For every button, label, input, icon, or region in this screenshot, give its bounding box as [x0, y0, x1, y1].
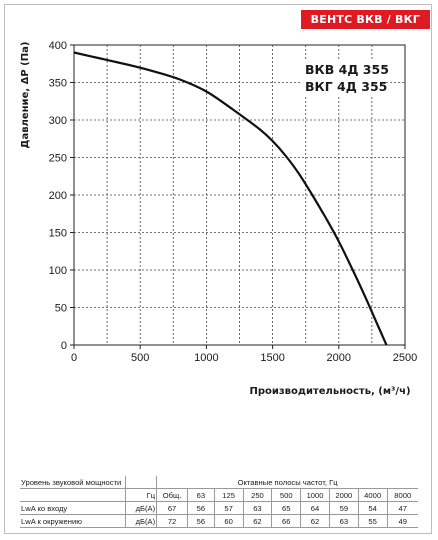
annotation-line-1: ВКВ 4Д 355 [305, 62, 389, 77]
freq-header-cell: 1000 [300, 488, 330, 502]
freq-header-cell: 63 [186, 488, 215, 502]
y-tick-label: 350 [49, 78, 67, 90]
value-cell: 54 [357, 501, 388, 515]
value-cell: 63 [242, 501, 273, 515]
freq-header-cell: 250 [242, 488, 273, 502]
brand-label: ВЕНТС ВКВ / ВКГ [300, 10, 430, 29]
table-freq-row: Гц Общ. 63 125 250 500 1000 2000 4000 80… [20, 488, 418, 502]
value-cell: 47 [386, 501, 418, 515]
value-cell: 66 [271, 514, 302, 528]
x-tick-label: 2500 [393, 352, 417, 364]
bands-title-cell: Октавные полосы частот, Гц [156, 476, 418, 489]
y-tick-label: 150 [49, 228, 67, 240]
annotation-background [302, 60, 382, 96]
sound-power-table: Уровень звуковой мощности Октавные полос… [20, 476, 418, 528]
row-label-inlet: LwA ко входу [20, 501, 127, 515]
value-cell: 72 [156, 514, 188, 528]
y-tick-label: 100 [49, 265, 67, 277]
row-label-surroundings: LwA к окружению [20, 514, 127, 528]
value-cell: 64 [300, 501, 330, 515]
x-tick-label: 1000 [194, 352, 218, 364]
value-cell: 59 [328, 501, 359, 515]
model-annotation: ВКВ 4Д 355 ВКГ 4Д 355 [302, 60, 389, 96]
value-cell: 62 [300, 514, 330, 528]
chart-series [73, 51, 388, 346]
x-axis-title: Производительность, (м³/ч) [249, 386, 410, 397]
chart-grid [70, 44, 406, 349]
y-tick-label: 400 [49, 40, 67, 52]
y-tick-label: 0 [61, 340, 67, 352]
value-cell: 55 [357, 514, 388, 528]
value-cell: 57 [213, 501, 244, 515]
freq-header-cell: 4000 [357, 488, 388, 502]
x-tick-label: 2000 [327, 352, 351, 364]
x-tick-label: 500 [131, 352, 149, 364]
y-axis-title: Давление, ΔР (Па) [20, 42, 31, 149]
value-cell: 65 [271, 501, 302, 515]
freq-header-cell: 125 [213, 488, 244, 502]
x-tick-label: 0 [71, 352, 77, 364]
annotation-line-2: ВКГ 4Д 355 [305, 79, 387, 94]
series-line-pressure-curve [73, 51, 388, 346]
freq-header-cell: 500 [271, 488, 302, 502]
pressure-flow-chart: 0 500 1000 1500 2000 2500 0 50 100 150 200 250 300 35… [20, 40, 418, 397]
value-cell: 49 [386, 514, 418, 528]
x-tick-label: 1500 [260, 352, 284, 364]
table-row: LwA ко входу дБ(А) 67 56 57 63 65 64 59 … [20, 501, 418, 515]
empty-cell [125, 476, 158, 489]
table-header-row: Уровень звуковой мощности Октавные полос… [20, 476, 418, 489]
value-cell: 60 [213, 514, 244, 528]
freq-header-cell: Общ. [156, 488, 188, 502]
empty-cell [20, 488, 127, 502]
unit-hz-cell: Гц [125, 488, 158, 502]
y-tick-label: 50 [55, 303, 67, 315]
table-title-cell: Уровень звуковой мощности [20, 476, 127, 489]
freq-header-cell: 8000 [386, 488, 418, 502]
freq-header-cell: 2000 [328, 488, 359, 502]
row-unit: дБ(А) [125, 501, 158, 515]
row-unit: дБ(А) [125, 514, 158, 528]
page-frame [4, 4, 432, 534]
y-tick-label: 250 [49, 153, 67, 165]
y-tick-label: 200 [49, 190, 67, 202]
value-cell: 63 [328, 514, 359, 528]
value-cell: 56 [186, 501, 215, 515]
chart-tick-labels: 0 500 1000 1500 2000 2500 0 50 100 150 200 250 300 35… [49, 40, 418, 364]
value-cell: 67 [156, 501, 188, 515]
value-cell: 56 [186, 514, 215, 528]
y-tick-label: 300 [49, 115, 67, 127]
table-row: LwA к окружению дБ(А) 72 56 60 62 66 62 … [20, 514, 418, 528]
value-cell: 62 [242, 514, 273, 528]
